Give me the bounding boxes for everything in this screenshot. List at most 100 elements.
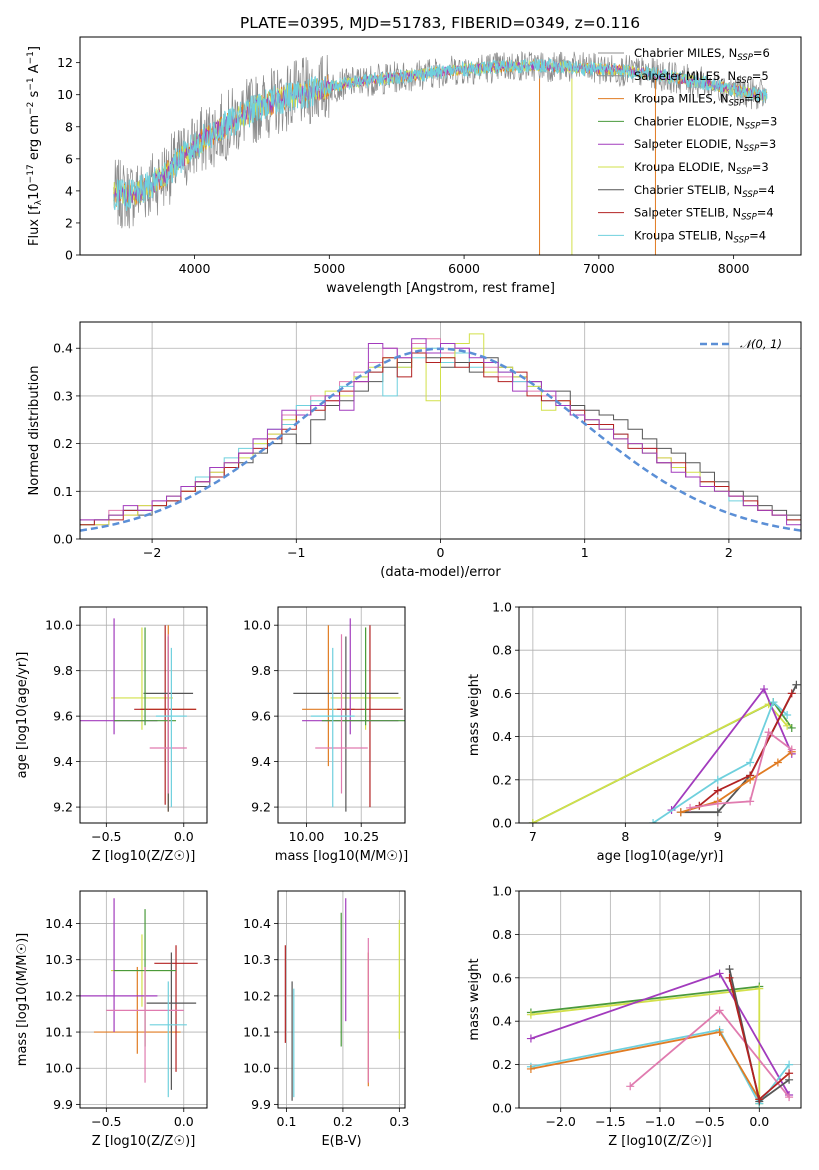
x-axis-label: (data-model)/error [380, 565, 501, 580]
mass-weight-series [526, 969, 794, 1099]
x-tick-label: 7 [529, 829, 537, 844]
series-marker [787, 689, 796, 698]
series-line [698, 692, 793, 807]
error-bar-point [106, 966, 184, 1083]
series-marker [785, 1060, 794, 1069]
y-tick-label: 0.4 [492, 1014, 512, 1029]
y-tick-label: 10.4 [243, 916, 271, 931]
axes-frame [79, 890, 208, 1109]
series-marker [713, 775, 722, 784]
x-tick-label: −1.0 [645, 1114, 675, 1129]
y-tick-label: 9.8 [53, 663, 73, 678]
x-tick-label: 4000 [179, 261, 211, 276]
error-bar-point [310, 647, 355, 808]
y-tick-label: 9.6 [251, 709, 271, 724]
y-tick-label: 0.4 [492, 729, 512, 744]
error-bar-point [80, 898, 158, 1033]
y-tick-label: 9.2 [251, 800, 271, 815]
plot-area [80, 618, 197, 812]
series-marker [713, 808, 722, 817]
normal-curve [80, 347, 801, 532]
legend: 𝒩(0, 1) [700, 337, 782, 351]
panel-4: 7 8 9 0.0 0.2 0.4 0.6 0.8 1.0 age [log10(age/yr)]… [467, 600, 802, 864]
axes-frame [79, 36, 802, 256]
legend-label: Kroupa STELIB, NSSP=4 [634, 228, 766, 245]
axes-frame [79, 606, 208, 824]
x-tick-label: 0.0 [749, 1114, 769, 1129]
y-tick-label: 9.4 [53, 754, 73, 769]
error-bar-point [149, 634, 187, 794]
y-tick-label: 0.2 [492, 772, 512, 787]
axes: −0.5 0.0 9.2 9.4 9.6 9.8 10.0 Z [log10(Z/Z☉)] ag… [15, 606, 208, 864]
x-axis-label: age [log10(age/yr)] [597, 849, 724, 864]
series-marker [528, 819, 537, 823]
error-bar-point [80, 618, 158, 735]
spectrum-line [113, 57, 768, 212]
series-marker [725, 965, 734, 974]
series-marker [746, 775, 755, 784]
mass-weight-series [626, 1006, 794, 1102]
y-tick-label: 0.1 [53, 484, 73, 499]
error-bar-point [321, 627, 405, 726]
legend: Chabrier MILES, NSSP=6 Salpeter MILES, NS… [598, 46, 777, 245]
error-bar-point [154, 945, 198, 1072]
series-marker [626, 1082, 635, 1091]
y-tick-label: 9.2 [53, 800, 73, 815]
axes-frame [277, 890, 406, 1109]
y-tick-label: 6 [65, 151, 73, 166]
y-tick-label: 0.8 [492, 927, 512, 942]
axes: −2 −1 0 1 2 0.0 0.1 0.2 0.3 0.4 (data-model)/error… [27, 321, 802, 580]
panel-7: −2.0 −1.5 −1.0 −0.5 0.0 0.0 0.2 0.4 0.6 0.8 1.0 Z [… [467, 884, 802, 1149]
mass-weight-series [725, 973, 794, 1104]
x-tick-label: 0 [437, 545, 445, 560]
y-tick-label: 2 [65, 215, 73, 230]
axes-frame [277, 606, 406, 824]
error-bar-point [337, 625, 403, 808]
panel-1: −2 −1 0 1 2 0.0 0.1 0.2 0.3 0.4 (data-model)/error… [27, 321, 802, 580]
y-axis-label: mass weight [467, 674, 482, 756]
x-axis-label: wavelength [Angstrom, rest frame] [326, 281, 555, 296]
plot-area [284, 898, 400, 1101]
y-tick-label: 10.0 [243, 1061, 271, 1076]
series-marker [783, 711, 792, 719]
y-tick-label: 10 [57, 87, 73, 102]
series-marker [725, 973, 734, 982]
series-marker [746, 797, 755, 806]
x-tick-label: 2 [725, 545, 733, 560]
panel-5: −0.5 0.0 9.9 10.0 10.1 10.2 10.3 10.4 Z [log10(Z… [15, 890, 208, 1149]
error-bar-point [110, 627, 173, 730]
y-tick-label: 0.2 [492, 1057, 512, 1072]
panel-6: 0.1 0.2 0.3 9.9 10.0 10.1 10.2 10.3 10.4 E(B-V) [243, 890, 409, 1149]
series-marker [792, 680, 801, 689]
x-tick-label: 0.2 [333, 1114, 353, 1129]
y-tick-label: 0.8 [492, 643, 512, 658]
series-marker [676, 808, 685, 817]
axes-frame [518, 606, 802, 824]
axes: 7 8 9 0.0 0.2 0.4 0.6 0.8 1.0 age [log10(age/yr)]… [467, 600, 802, 864]
y-tick-label: 12 [57, 55, 73, 70]
y-tick-label: 0.3 [53, 388, 73, 403]
x-axis-label: mass [log10(M/M☉)] [275, 849, 408, 864]
y-tick-label: 10.2 [243, 988, 271, 1003]
series-marker [715, 1006, 724, 1015]
histogram-series [80, 338, 801, 539]
x-axis-label: Z [log10(Z/Z☉)] [92, 1134, 196, 1149]
plot-area [293, 618, 405, 812]
x-tick-label: 6000 [448, 261, 480, 276]
y-tick-label: 10.0 [45, 1061, 73, 1076]
x-tick-label: −1.5 [595, 1114, 625, 1129]
x-axis-label: Z [log10(Z/Z☉)] [608, 1134, 712, 1149]
y-tick-label: 10.0 [243, 618, 271, 633]
x-tick-label: 0.0 [174, 1114, 194, 1129]
axes: 4000 5000 6000 7000 8000 0 2 4 6 8 10 12 wavelength … [57, 36, 802, 296]
x-tick-label: −2.0 [546, 1114, 576, 1129]
x-tick-label: −0.5 [91, 829, 121, 844]
plot-area [113, 51, 768, 255]
x-tick-label: 10.00 [289, 829, 325, 844]
series-marker [783, 721, 792, 730]
series-marker [755, 984, 764, 993]
x-tick-label: 1 [581, 545, 589, 560]
series-line [689, 730, 793, 809]
panel-0: 4000 5000 6000 7000 8000 0 2 4 6 8 10 12 wavelength … [57, 36, 802, 296]
